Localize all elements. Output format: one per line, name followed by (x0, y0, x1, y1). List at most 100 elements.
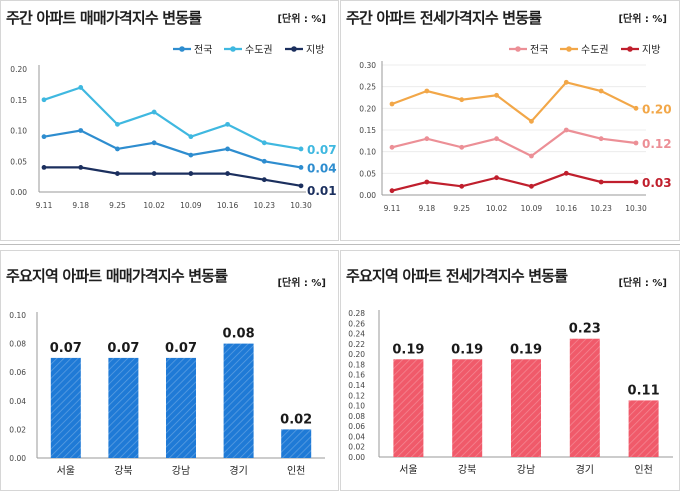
series-line (391, 128, 637, 158)
unit-label: [단위 : %] (618, 14, 667, 25)
data-point (424, 179, 430, 185)
bar-value-label: 0.07 (165, 341, 197, 356)
bar-value-label: 0.07 (107, 341, 139, 356)
chart-panel-top-left: 주간 아파트 매매가격지수 변동률 [단위 : %] 0.00 0.05 0.10 0… (0, 0, 339, 241)
bar-value-label: 0.23 (569, 322, 601, 337)
y-tick-label: 0.10 (9, 311, 26, 320)
series-line (44, 166, 302, 187)
legend-marker (515, 46, 521, 52)
legend-label: 전국 (194, 44, 212, 56)
data-point (529, 153, 534, 159)
data-point (389, 144, 395, 150)
data-point (459, 183, 465, 189)
data-point (151, 140, 157, 146)
y-tick-label: 0.02 (348, 443, 365, 452)
y-tick-label: 0.22 (348, 340, 365, 349)
y-tick-label: 0.10 (348, 402, 365, 411)
line-chart-sale: 0.00 0.05 0.10 0.15 0.20 9.11 9.18 9.25 10.02 10.… (10, 44, 337, 210)
x-tick-label: 10.16 (556, 204, 578, 213)
x-tick-label: 9.11 (36, 201, 53, 210)
legend-label: 전국 (530, 44, 548, 56)
data-point (188, 171, 194, 176)
data-point (298, 165, 304, 170)
data-point (188, 152, 194, 158)
category-label: 인천 (634, 464, 652, 476)
x-tick-label: 9.11 (384, 204, 401, 213)
x-tick-label: 10.09 (180, 201, 202, 210)
bar-value-label: 0.02 (280, 412, 312, 427)
chart-panel-bottom-right: 주요지역 아파트 전세가격지수 변동률 [단위 : %] 0.00 0.02 0.0… (340, 250, 680, 491)
bar-value-label: 0.08 (223, 327, 255, 342)
data-point (78, 165, 84, 170)
end-value-label: 0.01 (307, 184, 337, 198)
data-point (563, 170, 569, 176)
data-point (115, 146, 120, 152)
chart-title: 주요지역 아파트 매매가격지수 변동률 (6, 267, 228, 285)
x-tick-label: 10.30 (290, 201, 312, 210)
bar-value-label: 0.07 (50, 341, 82, 356)
data-point (424, 88, 430, 94)
x-tick-label: 9.18 (72, 201, 89, 210)
data-point (151, 109, 157, 115)
data-point (225, 146, 230, 152)
data-point (389, 188, 395, 194)
data-point (633, 105, 639, 111)
legend-label: 수도권 (245, 44, 273, 56)
data-point (494, 92, 499, 98)
data-point (78, 85, 84, 90)
data-point (563, 79, 569, 85)
bar (50, 357, 81, 458)
chart-panel-top-right: 주간 아파트 전세가격지수 변동률 [단위 : %] 0.00 0.05 0.10 0… (340, 0, 680, 241)
data-point (41, 97, 47, 103)
bar (281, 429, 312, 458)
data-point (633, 179, 639, 185)
series-line (391, 81, 637, 123)
data-point (261, 158, 267, 164)
y-tick-label: 0.26 (348, 319, 365, 328)
bar-value-label: 0.19 (451, 342, 483, 357)
chart-title: 주간 아파트 매매가격지수 변동률 (6, 9, 202, 27)
x-tick-label: 10.02 (143, 201, 165, 210)
panel-divider (0, 244, 680, 245)
x-tick-label: 9.25 (109, 201, 126, 210)
end-value-label: 0.04 (307, 161, 337, 175)
y-tick-label: 0.05 (359, 169, 376, 178)
y-tick-label: 0.10 (359, 148, 376, 157)
data-point (598, 179, 604, 185)
y-tick-label: 0.04 (348, 432, 365, 441)
bar (452, 359, 483, 457)
x-tick-label: 9.18 (419, 204, 436, 213)
data-point (424, 136, 430, 142)
data-point (225, 171, 230, 176)
end-value-label: 0.12 (642, 137, 672, 151)
bar (569, 338, 600, 457)
unit-label: [단위 : %] (618, 278, 667, 289)
data-point (115, 121, 120, 127)
y-tick-label: 0.00 (348, 453, 365, 462)
data-point (494, 175, 499, 181)
y-tick-label: 0.18 (348, 360, 365, 369)
y-tick-label: 0.20 (348, 350, 365, 359)
legend-marker (230, 46, 236, 52)
bar-value-label: 0.11 (628, 383, 660, 398)
bar (166, 357, 196, 458)
end-value-label: 0.03 (642, 176, 672, 190)
x-tick-label: 10.23 (254, 201, 276, 210)
y-tick-label: 0.00 (359, 191, 376, 200)
x-tick-label: 10.23 (590, 204, 612, 213)
chart-title: 주간 아파트 전세가격지수 변동률 (346, 9, 542, 27)
y-tick-label: 0.08 (9, 340, 26, 349)
series-line (43, 86, 302, 150)
category-label: 경기 (576, 463, 594, 476)
category-label: 강남 (172, 465, 190, 477)
data-point (459, 144, 465, 150)
y-tick-label: 0.06 (348, 422, 365, 431)
x-tick-label: 10.02 (486, 204, 508, 213)
y-tick-label: 0.00 (10, 188, 27, 197)
chart-panel-bottom-left: 주요지역 아파트 매매가격지수 변동률 [단위 : %] 0.00 0.02 0.0… (0, 250, 339, 491)
y-tick-label: 0.08 (348, 412, 365, 421)
unit-label: [단위 : %] (277, 278, 326, 289)
y-tick-label: 0.20 (10, 65, 27, 74)
bar-chart-jeonse-regions: 0.000.02 0.040.060.080.10 0.120.140.16 0.18… (348, 309, 673, 476)
bar-value-label: 0.19 (510, 342, 542, 357)
